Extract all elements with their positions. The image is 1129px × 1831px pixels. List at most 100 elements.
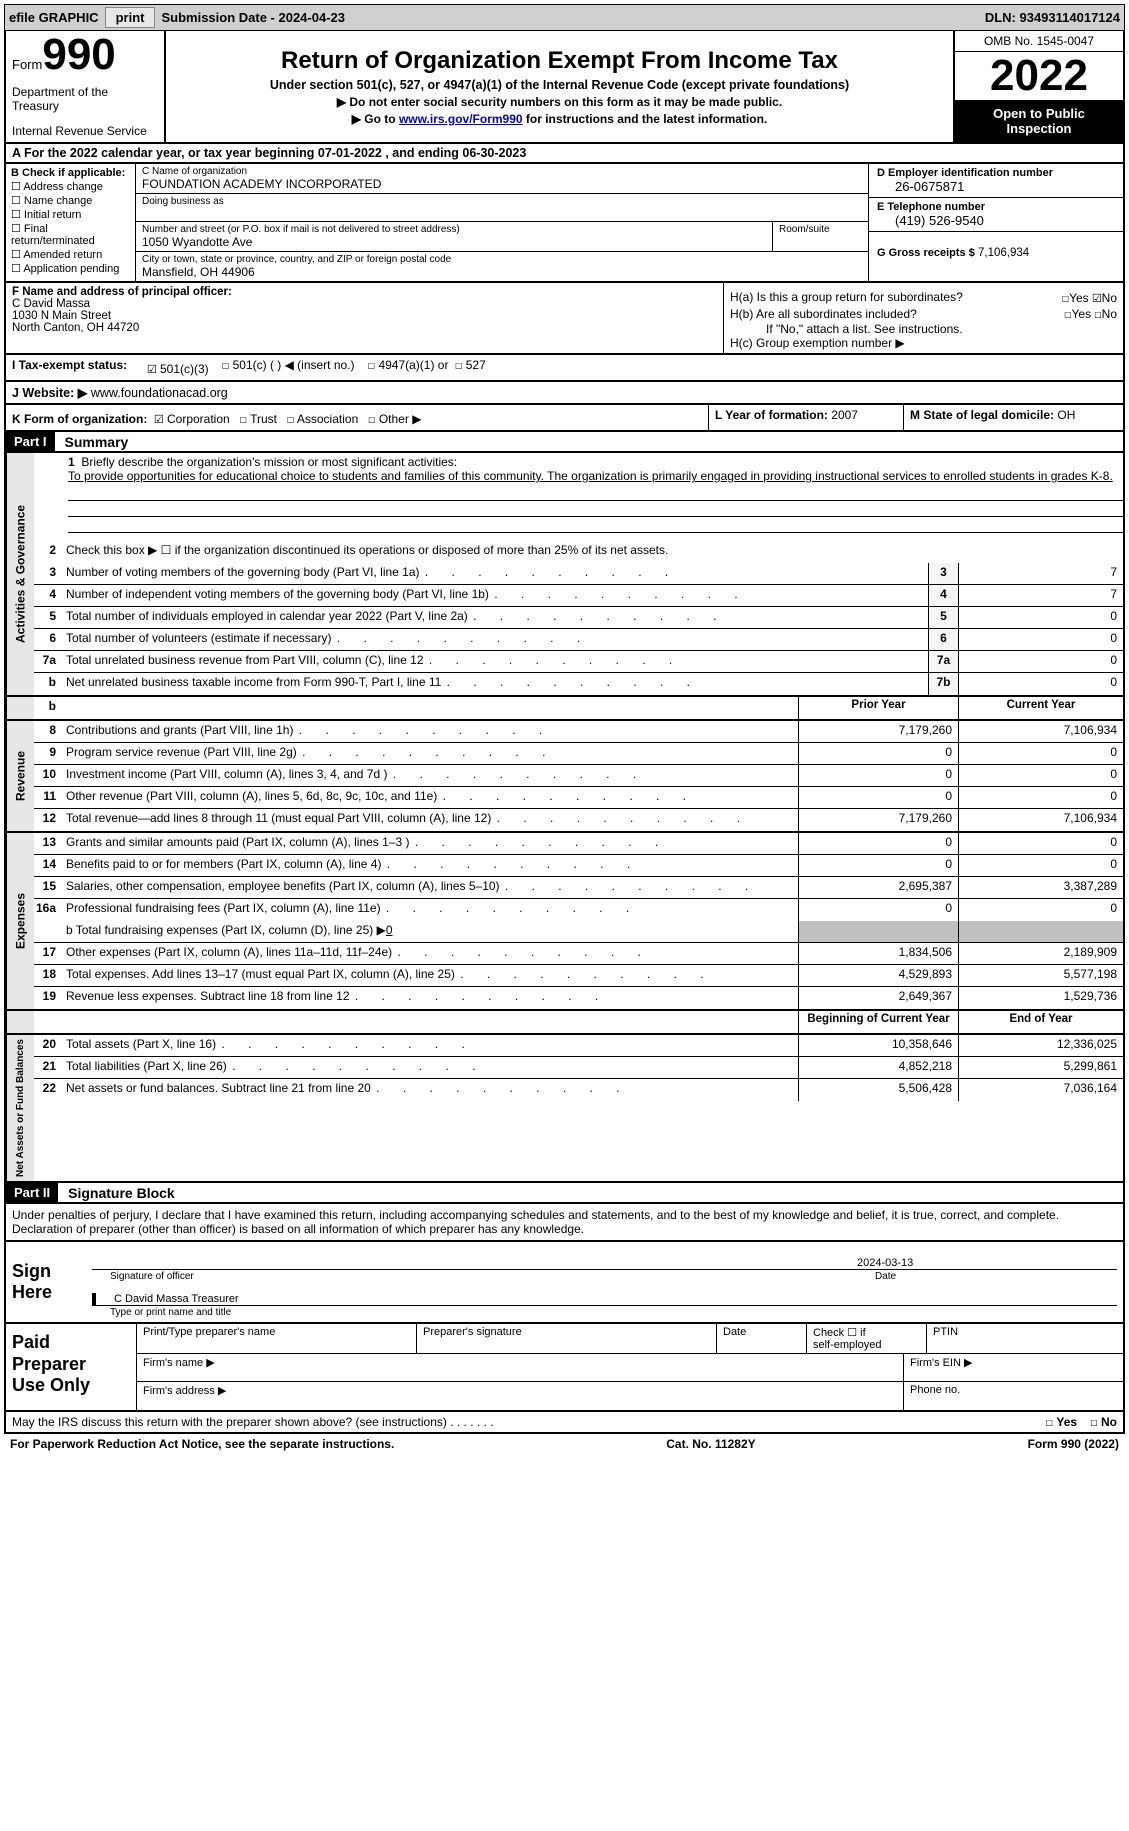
col-bcy: Beginning of Current Year xyxy=(798,1011,958,1033)
discuss-q: May the IRS discuss this return with the… xyxy=(12,1415,494,1429)
l1-lab: Briefly describe the organization's miss… xyxy=(81,455,457,469)
mission-block: 1 Briefly describe the organization's mi… xyxy=(34,453,1123,485)
header-mid: Return of Organization Exempt From Incom… xyxy=(166,31,953,142)
dln-label: DLN: 93493114017124 xyxy=(985,10,1120,25)
ln-15-desc: Salaries, other compensation, employee b… xyxy=(62,877,798,898)
i-501c[interactable]: ☐ 501(c) ( ) ◀ (insert no.) xyxy=(222,358,355,377)
chk-initial[interactable]: Initial return xyxy=(11,208,130,221)
ein-lab: D Employer identification number xyxy=(877,167,1115,179)
side-sp2 xyxy=(6,1011,34,1033)
chk-amended[interactable]: Amended return xyxy=(11,248,130,261)
ln-4-val: 7 xyxy=(958,585,1123,606)
side-gov: Activities & Governance xyxy=(6,453,34,695)
row-a-period: A For the 2022 calendar year, or tax yea… xyxy=(4,144,1125,164)
hdr2-n xyxy=(34,1011,62,1033)
ln-b-box: 7b xyxy=(928,673,958,695)
line-20: 20 Total assets (Part X, line 16) 10,358… xyxy=(34,1035,1123,1057)
prep-r3a: Firm's address ▶ xyxy=(136,1382,903,1410)
line-16a: 16a Professional fundraising fees (Part … xyxy=(34,899,1123,921)
i-527[interactable]: ☐ 527 xyxy=(455,358,486,377)
k-assoc-chk[interactable]: ☐ xyxy=(287,412,294,426)
i-4947[interactable]: ☐ 4947(a)(1) or xyxy=(368,358,449,377)
ul-sp xyxy=(68,533,1123,541)
k-other-chk[interactable]: ☐ xyxy=(368,412,375,426)
l2-desc: Check this box ▶ ☐ if the organization d… xyxy=(62,541,1123,563)
ln-4-num: 4 xyxy=(34,585,62,606)
chk-address[interactable]: Address change xyxy=(11,180,130,193)
ln-6-desc: Total number of volunteers (estimate if … xyxy=(62,629,928,650)
chk-final[interactable]: Final return/terminated xyxy=(11,222,130,247)
tax-year: 2022 xyxy=(955,52,1123,100)
ha-lab: H(a) Is this a group return for subordin… xyxy=(730,290,963,304)
ha-yes[interactable]: Yes xyxy=(1069,291,1089,305)
ln-21-py: 4,852,218 xyxy=(798,1057,958,1078)
line-3: 3 Number of voting members of the govern… xyxy=(34,563,1123,585)
street-row: Number and street (or P.O. box if mail i… xyxy=(136,222,868,252)
hb-yes[interactable]: Yes xyxy=(1072,307,1092,321)
print-button[interactable]: print xyxy=(105,7,156,28)
line-4: 4 Number of independent voting members o… xyxy=(34,585,1123,607)
ha-no[interactable]: No xyxy=(1102,291,1117,305)
sign-w: Sign xyxy=(12,1261,80,1282)
instr-1: ▶ Do not enter social security numbers o… xyxy=(174,95,945,109)
l-lab: L Year of formation: xyxy=(715,408,828,422)
ln-17-desc: Other expenses (Part IX, column (A), lin… xyxy=(62,943,798,964)
ln-14-cy: 0 xyxy=(958,855,1123,876)
line-14: 14 Benefits paid to or for members (Part… xyxy=(34,855,1123,877)
ln-18-cy: 5,577,198 xyxy=(958,965,1123,986)
ln-7a-box: 7a xyxy=(928,651,958,672)
prep-c2: Preparer's signature xyxy=(416,1324,716,1353)
ln-7a-num: 7a xyxy=(34,651,62,672)
m-lab: M State of legal domicile: xyxy=(910,408,1054,422)
hb-checks: ☐Yes ☐No xyxy=(1064,307,1117,321)
na-body: 20 Total assets (Part X, line 16) 10,358… xyxy=(34,1035,1123,1181)
sec-revenue: Revenue 8 Contributions and grants (Part… xyxy=(4,721,1125,833)
ln-22-desc: Net assets or fund balances. Subtract li… xyxy=(62,1079,798,1101)
i-501c3[interactable]: ☑ 501(c)(3) xyxy=(147,358,209,377)
footer: For Paperwork Reduction Act Notice, see … xyxy=(4,1434,1125,1454)
hb-no[interactable]: No xyxy=(1102,307,1117,321)
l16b-row: b Total fundraising expenses (Part IX, c… xyxy=(34,921,1123,943)
hb-lab: H(b) Are all subordinates included? xyxy=(730,307,917,321)
ln-b-num: b xyxy=(34,673,62,695)
group-return-cell: H(a) Is this a group return for subordin… xyxy=(723,283,1123,353)
hb-line: H(b) Are all subordinates included? ☐Yes… xyxy=(730,307,1117,321)
sig-line-2: C David Massa Treasurer xyxy=(92,1282,1117,1306)
discuss-yes-chk[interactable]: ☐ xyxy=(1046,1415,1053,1429)
sec-governance: Activities & Governance 1 Briefly descri… xyxy=(4,453,1125,697)
ln-22-cy: 7,036,164 xyxy=(958,1079,1123,1101)
omb-label: OMB No. 1545-0047 xyxy=(955,31,1123,52)
ln-10-num: 10 xyxy=(34,765,62,786)
chk-pending[interactable]: Application pending xyxy=(11,262,130,275)
city-cell: City or town, state or province, country… xyxy=(136,252,868,281)
i-lab: I Tax-exempt status: xyxy=(12,358,147,377)
row-i: I Tax-exempt status: ☑ 501(c)(3) ☐ 501(c… xyxy=(4,355,1125,382)
line-b: b Net unrelated business taxable income … xyxy=(34,673,1123,695)
side-exp: Expenses xyxy=(6,833,34,1009)
k-trust-chk[interactable]: ☐ xyxy=(240,412,247,426)
line-22: 22 Net assets or fund balances. Subtract… xyxy=(34,1079,1123,1101)
dept-label: Department of the Treasury xyxy=(12,85,158,113)
ln-13-desc: Grants and similar amounts paid (Part IX… xyxy=(62,833,798,854)
ln-9-num: 9 xyxy=(34,743,62,764)
ln-b-desc: Net unrelated business taxable income fr… xyxy=(62,673,928,695)
ln-20-desc: Total assets (Part X, line 16) xyxy=(62,1035,798,1056)
ln-16a-cy: 0 xyxy=(958,899,1123,921)
ln-12-num: 12 xyxy=(34,809,62,831)
k-lab: K Form of organization: xyxy=(12,412,147,426)
ln-16a-desc: Professional fundraising fees (Part IX, … xyxy=(62,899,798,921)
form990-link[interactable]: www.irs.gov/Form990 xyxy=(399,112,523,126)
l16b-cy xyxy=(958,921,1123,942)
chk-name[interactable]: Name change xyxy=(11,194,130,207)
l16b-py xyxy=(798,921,958,942)
officer-name: C David Massa xyxy=(12,298,717,310)
ln-17-py: 1,834,506 xyxy=(798,943,958,964)
prep-body: Print/Type preparer's name Preparer's si… xyxy=(136,1324,1123,1410)
dba-lab: Doing business as xyxy=(142,196,862,207)
discuss-no-chk[interactable]: ☐ xyxy=(1090,1415,1097,1429)
ln-15-num: 15 xyxy=(34,877,62,898)
ul-3 xyxy=(68,517,1123,533)
ln-12-cy: 7,106,934 xyxy=(958,809,1123,831)
sign-here-row: Sign Here 2024-03-13 Signature of office… xyxy=(4,1242,1125,1324)
k-corp-chk[interactable]: ☑ xyxy=(154,408,164,427)
